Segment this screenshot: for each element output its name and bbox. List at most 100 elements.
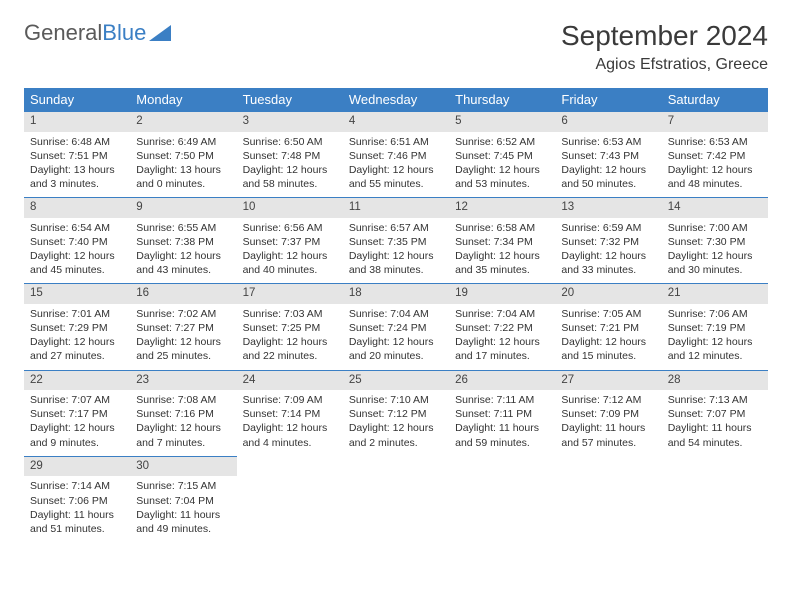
dayname-header: Tuesday <box>237 88 343 111</box>
day-content: Sunrise: 6:54 AMSunset: 7:40 PMDaylight:… <box>24 218 130 284</box>
day-content: Sunrise: 7:01 AMSunset: 7:29 PMDaylight:… <box>24 304 130 370</box>
daylight-text: Daylight: 11 hours and 49 minutes. <box>136 508 230 536</box>
sunrise-text: Sunrise: 7:04 AM <box>349 307 443 321</box>
header: GeneralBlue September 2024 Agios Efstrat… <box>24 20 768 74</box>
calendar-week-row: 22Sunrise: 7:07 AMSunset: 7:17 PMDayligh… <box>24 370 768 456</box>
sunrise-text: Sunrise: 6:54 AM <box>30 221 124 235</box>
calendar-day-cell: 27Sunrise: 7:12 AMSunset: 7:09 PMDayligh… <box>555 370 661 456</box>
day-content: Sunrise: 6:49 AMSunset: 7:50 PMDaylight:… <box>130 132 236 198</box>
daylight-text: Daylight: 12 hours and 12 minutes. <box>668 335 762 363</box>
sunrise-text: Sunrise: 7:09 AM <box>243 393 337 407</box>
daylight-text: Daylight: 12 hours and 45 minutes. <box>30 249 124 277</box>
calendar-day-cell: 4Sunrise: 6:51 AMSunset: 7:46 PMDaylight… <box>343 111 449 197</box>
sunrise-text: Sunrise: 7:05 AM <box>561 307 655 321</box>
dayname-header: Saturday <box>662 88 768 111</box>
sunrise-text: Sunrise: 7:00 AM <box>668 221 762 235</box>
day-content: Sunrise: 7:03 AMSunset: 7:25 PMDaylight:… <box>237 304 343 370</box>
day-number: 2 <box>130 111 236 132</box>
daylight-text: Daylight: 12 hours and 17 minutes. <box>455 335 549 363</box>
sunset-text: Sunset: 7:50 PM <box>136 149 230 163</box>
daylight-text: Daylight: 11 hours and 51 minutes. <box>30 508 124 536</box>
day-content: Sunrise: 7:13 AMSunset: 7:07 PMDaylight:… <box>662 390 768 456</box>
daylight-text: Daylight: 13 hours and 0 minutes. <box>136 163 230 191</box>
day-content: Sunrise: 7:04 AMSunset: 7:24 PMDaylight:… <box>343 304 449 370</box>
day-number: 12 <box>449 197 555 218</box>
sunset-text: Sunset: 7:34 PM <box>455 235 549 249</box>
daylight-text: Daylight: 11 hours and 54 minutes. <box>668 421 762 449</box>
sunrise-text: Sunrise: 6:49 AM <box>136 135 230 149</box>
daylight-text: Daylight: 12 hours and 15 minutes. <box>561 335 655 363</box>
calendar-day-cell: 10Sunrise: 6:56 AMSunset: 7:37 PMDayligh… <box>237 197 343 283</box>
calendar-table: SundayMondayTuesdayWednesdayThursdayFrid… <box>24 88 768 542</box>
sunrise-text: Sunrise: 7:01 AM <box>30 307 124 321</box>
calendar-day-cell: 22Sunrise: 7:07 AMSunset: 7:17 PMDayligh… <box>24 370 130 456</box>
daylight-text: Daylight: 12 hours and 53 minutes. <box>455 163 549 191</box>
dayname-header: Thursday <box>449 88 555 111</box>
sunset-text: Sunset: 7:17 PM <box>30 407 124 421</box>
calendar-day-cell: 6Sunrise: 6:53 AMSunset: 7:43 PMDaylight… <box>555 111 661 197</box>
day-number: 4 <box>343 111 449 132</box>
day-number: 5 <box>449 111 555 132</box>
day-number: 15 <box>24 283 130 304</box>
day-content: Sunrise: 7:10 AMSunset: 7:12 PMDaylight:… <box>343 390 449 456</box>
daylight-text: Daylight: 12 hours and 55 minutes. <box>349 163 443 191</box>
sunset-text: Sunset: 7:35 PM <box>349 235 443 249</box>
sunset-text: Sunset: 7:30 PM <box>668 235 762 249</box>
day-content: Sunrise: 6:53 AMSunset: 7:43 PMDaylight:… <box>555 132 661 198</box>
day-content: Sunrise: 6:58 AMSunset: 7:34 PMDaylight:… <box>449 218 555 284</box>
sunrise-text: Sunrise: 6:53 AM <box>668 135 762 149</box>
daylight-text: Daylight: 12 hours and 58 minutes. <box>243 163 337 191</box>
sunrise-text: Sunrise: 6:53 AM <box>561 135 655 149</box>
sunset-text: Sunset: 7:45 PM <box>455 149 549 163</box>
logo-triangle-icon <box>149 25 171 41</box>
dayname-row: SundayMondayTuesdayWednesdayThursdayFrid… <box>24 88 768 111</box>
calendar-week-row: 15Sunrise: 7:01 AMSunset: 7:29 PMDayligh… <box>24 283 768 369</box>
day-number: 10 <box>237 197 343 218</box>
day-content: Sunrise: 7:14 AMSunset: 7:06 PMDaylight:… <box>24 476 130 542</box>
daylight-text: Daylight: 11 hours and 59 minutes. <box>455 421 549 449</box>
calendar-day-cell: 5Sunrise: 6:52 AMSunset: 7:45 PMDaylight… <box>449 111 555 197</box>
sunset-text: Sunset: 7:43 PM <box>561 149 655 163</box>
sunset-text: Sunset: 7:04 PM <box>136 494 230 508</box>
sunrise-text: Sunrise: 7:08 AM <box>136 393 230 407</box>
day-number: 17 <box>237 283 343 304</box>
title-block: September 2024 Agios Efstratios, Greece <box>561 20 768 74</box>
day-content: Sunrise: 6:53 AMSunset: 7:42 PMDaylight:… <box>662 132 768 198</box>
day-content: Sunrise: 7:12 AMSunset: 7:09 PMDaylight:… <box>555 390 661 456</box>
calendar-day-cell: 29Sunrise: 7:14 AMSunset: 7:06 PMDayligh… <box>24 456 130 542</box>
calendar-day-cell <box>662 456 768 542</box>
day-content: Sunrise: 7:15 AMSunset: 7:04 PMDaylight:… <box>130 476 236 542</box>
sunset-text: Sunset: 7:14 PM <box>243 407 337 421</box>
sunrise-text: Sunrise: 7:13 AM <box>668 393 762 407</box>
day-number: 13 <box>555 197 661 218</box>
day-content: Sunrise: 6:56 AMSunset: 7:37 PMDaylight:… <box>237 218 343 284</box>
daylight-text: Daylight: 12 hours and 2 minutes. <box>349 421 443 449</box>
calendar-day-cell: 25Sunrise: 7:10 AMSunset: 7:12 PMDayligh… <box>343 370 449 456</box>
day-number: 3 <box>237 111 343 132</box>
daylight-text: Daylight: 12 hours and 4 minutes. <box>243 421 337 449</box>
calendar-day-cell: 3Sunrise: 6:50 AMSunset: 7:48 PMDaylight… <box>237 111 343 197</box>
day-number: 30 <box>130 456 236 477</box>
calendar-day-cell: 9Sunrise: 6:55 AMSunset: 7:38 PMDaylight… <box>130 197 236 283</box>
sunset-text: Sunset: 7:07 PM <box>668 407 762 421</box>
sunrise-text: Sunrise: 6:48 AM <box>30 135 124 149</box>
dayname-header: Wednesday <box>343 88 449 111</box>
day-number: 29 <box>24 456 130 477</box>
sunset-text: Sunset: 7:40 PM <box>30 235 124 249</box>
logo-text-2: Blue <box>102 20 146 46</box>
calendar-day-cell: 18Sunrise: 7:04 AMSunset: 7:24 PMDayligh… <box>343 283 449 369</box>
day-number: 22 <box>24 370 130 391</box>
dayname-header: Monday <box>130 88 236 111</box>
calendar-day-cell: 7Sunrise: 6:53 AMSunset: 7:42 PMDaylight… <box>662 111 768 197</box>
daylight-text: Daylight: 12 hours and 43 minutes. <box>136 249 230 277</box>
day-content: Sunrise: 6:59 AMSunset: 7:32 PMDaylight:… <box>555 218 661 284</box>
daylight-text: Daylight: 12 hours and 27 minutes. <box>30 335 124 363</box>
sunrise-text: Sunrise: 7:14 AM <box>30 479 124 493</box>
location: Agios Efstratios, Greece <box>561 56 768 74</box>
daylight-text: Daylight: 12 hours and 40 minutes. <box>243 249 337 277</box>
calendar-day-cell: 26Sunrise: 7:11 AMSunset: 7:11 PMDayligh… <box>449 370 555 456</box>
calendar-day-cell: 1Sunrise: 6:48 AMSunset: 7:51 PMDaylight… <box>24 111 130 197</box>
daylight-text: Daylight: 12 hours and 33 minutes. <box>561 249 655 277</box>
calendar-day-cell: 13Sunrise: 6:59 AMSunset: 7:32 PMDayligh… <box>555 197 661 283</box>
sunrise-text: Sunrise: 7:02 AM <box>136 307 230 321</box>
